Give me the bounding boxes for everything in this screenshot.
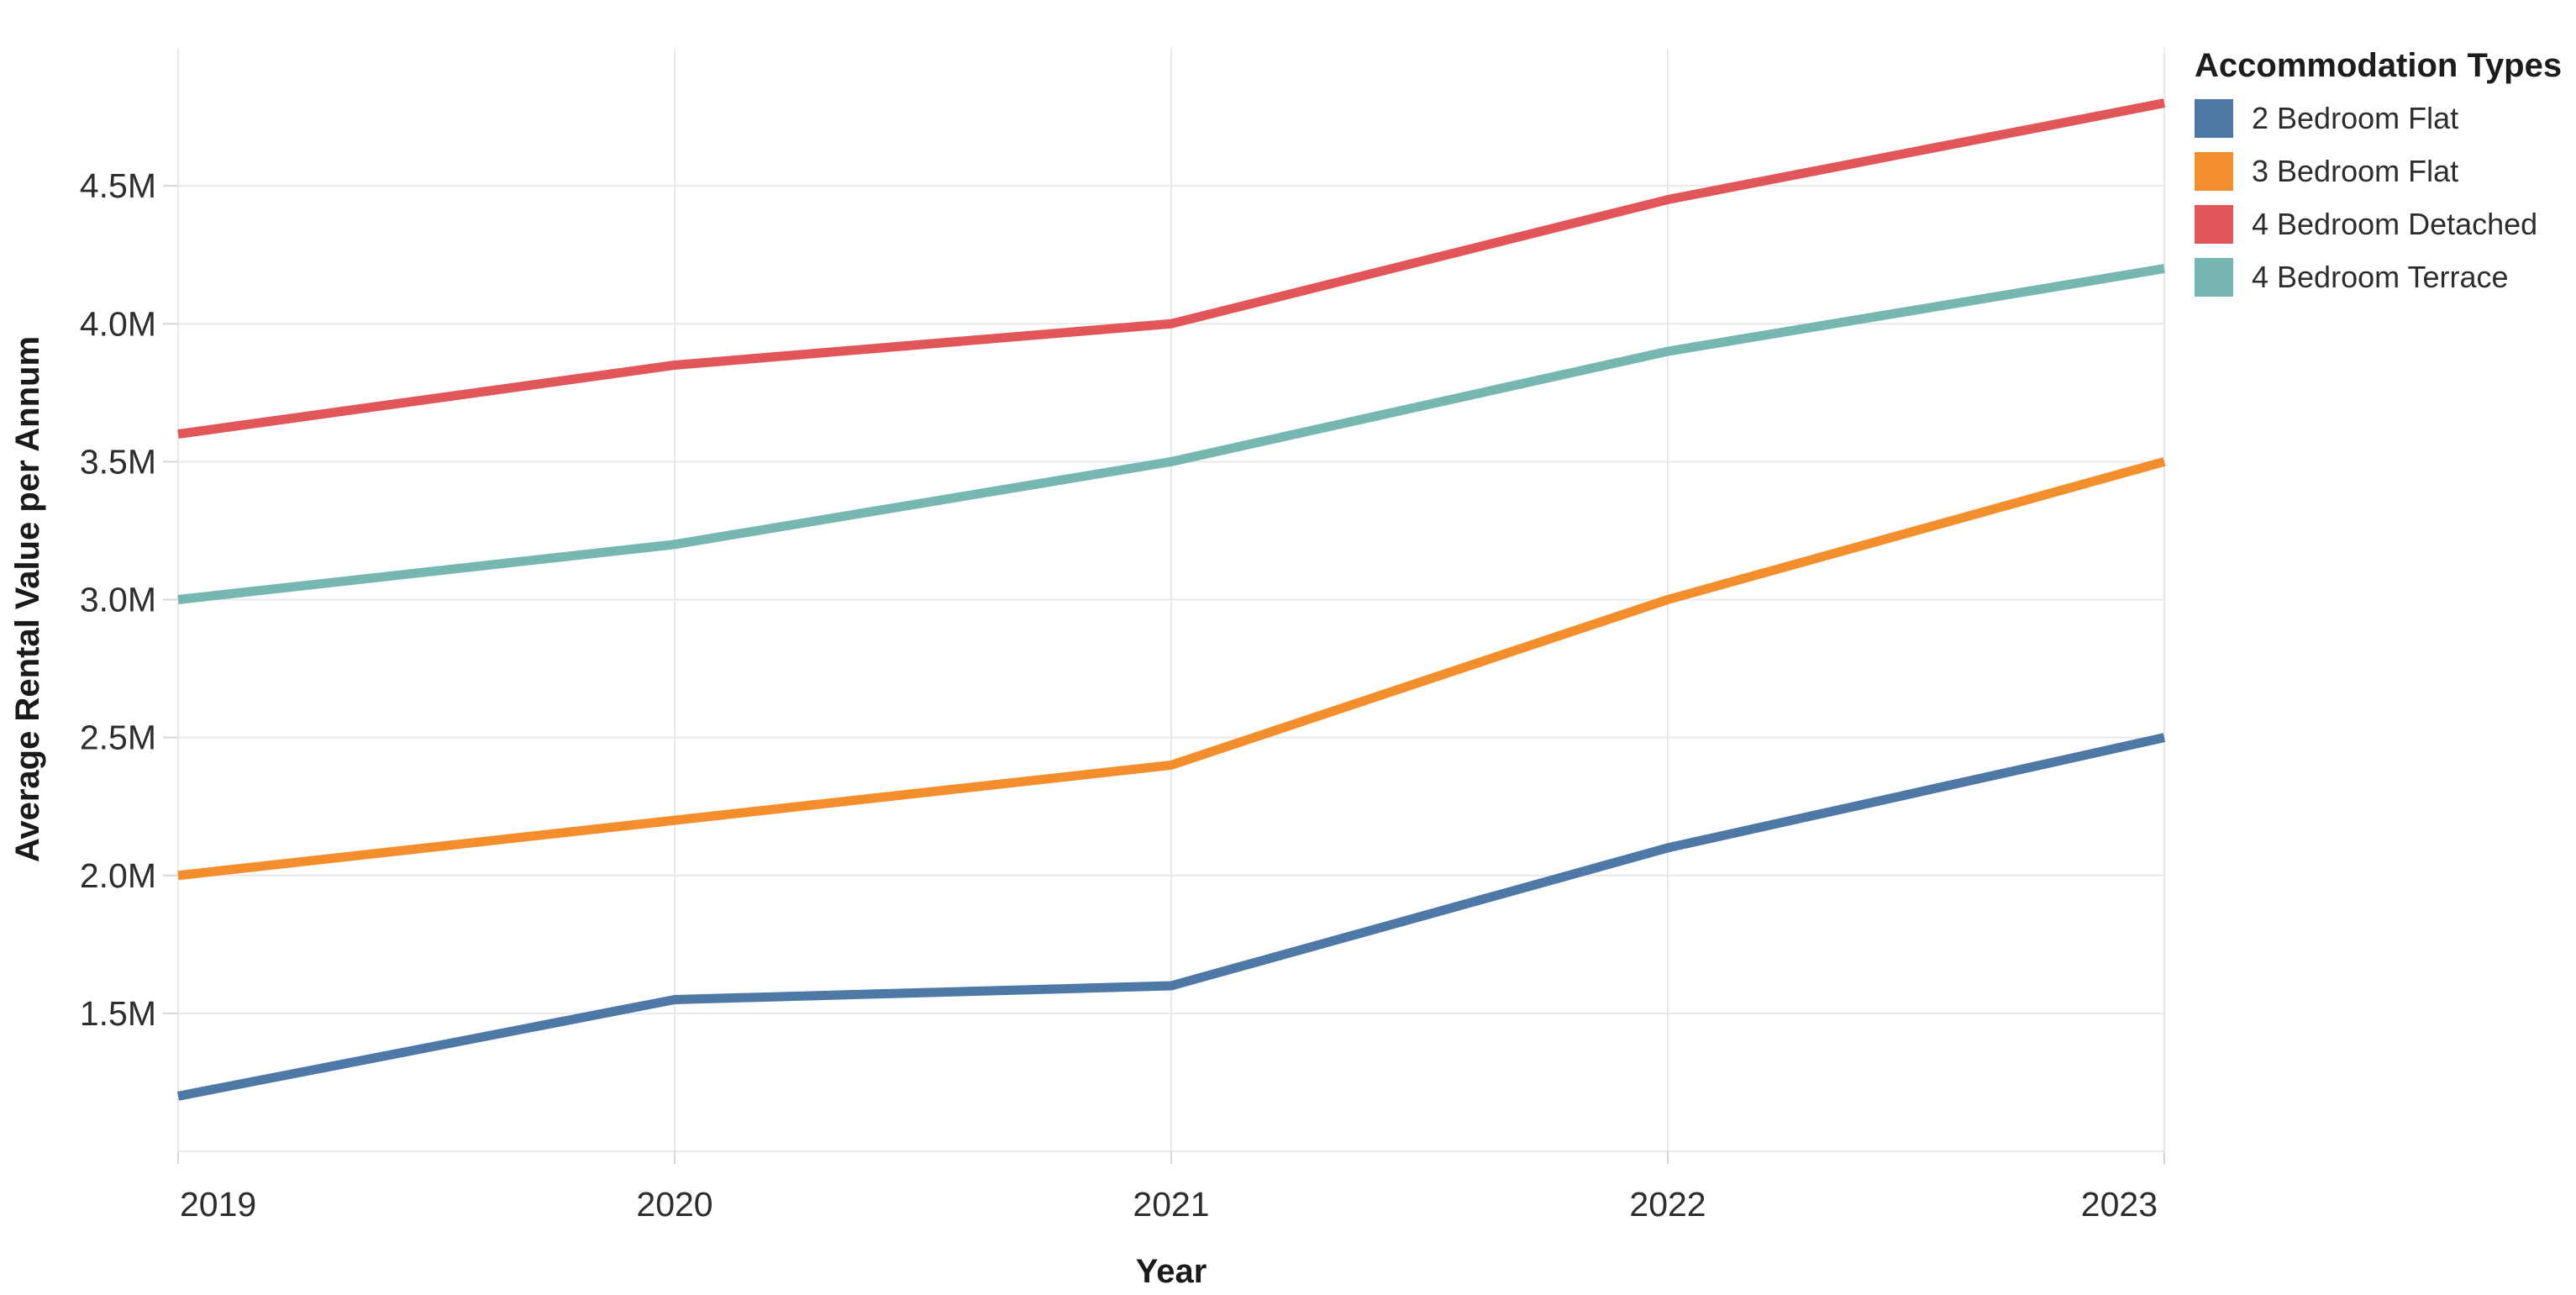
legend-items: 2 Bedroom Flat 3 Bedroom Flat 4 Bedroom De… [2195, 99, 2573, 297]
series-line-3-bedroom-flat[interactable] [177, 457, 2166, 881]
legend-swatch [2195, 205, 2233, 244]
x-tick-label: 2023 [2081, 1185, 2158, 1224]
series-line-4-bedroom-detached[interactable] [177, 98, 2166, 439]
legend-item[interactable]: 2 Bedroom Flat [2195, 99, 2573, 138]
y-tick-label: 2.5M [80, 719, 156, 757]
x-tick-label: 2022 [1629, 1185, 1706, 1224]
y-tick-label: 3.0M [80, 581, 156, 619]
legend-title: Accommodation Types [2195, 47, 2563, 84]
axis-tick-marks [163, 185, 2165, 1164]
y-tick-label: 2.0M [80, 856, 156, 895]
series-line-2-bedroom-flat[interactable] [176, 733, 2166, 1101]
legend-item[interactable]: 3 Bedroom Flat [2195, 152, 2573, 191]
axis-tick-labels: 1.5M 2.0M 2.5M 3.0M 3.5M 4.0M 4.5M 2019 2020 2021… [80, 166, 2158, 1224]
x-tick-label: 2020 [636, 1185, 712, 1224]
legend-item-label: 3 Bedroom Flat [2252, 154, 2459, 188]
x-axis-title: Year [1136, 1253, 1207, 1290]
legend: Accommodation Types 2 Bedroom Flat 3 Bedr… [2195, 47, 2573, 311]
y-tick-label: 4.5M [80, 166, 156, 205]
y-axis-title: Average Rental Value per Annum [9, 336, 46, 862]
y-tick-label: 3.5M [80, 442, 156, 481]
legend-item-label: 4 Bedroom Detached [2252, 207, 2538, 241]
legend-swatch [2195, 152, 2233, 191]
legend-item-label: 2 Bedroom Flat [2252, 101, 2459, 135]
series-lines [176, 98, 2166, 1101]
legend-item[interactable]: 4 Bedroom Detached [2195, 205, 2573, 244]
y-tick-label: 4.0M [80, 304, 156, 343]
series-line-4-bedroom-terrace[interactable] [177, 264, 2165, 604]
legend-swatch [2195, 99, 2233, 138]
x-tick-label: 2019 [180, 1185, 256, 1224]
legend-item[interactable]: 4 Bedroom Terrace [2195, 258, 2573, 297]
y-tick-label: 1.5M [80, 994, 156, 1033]
x-tick-label: 2021 [1133, 1185, 1209, 1224]
legend-item-label: 4 Bedroom Terrace [2252, 260, 2509, 294]
legend-swatch [2195, 258, 2233, 297]
